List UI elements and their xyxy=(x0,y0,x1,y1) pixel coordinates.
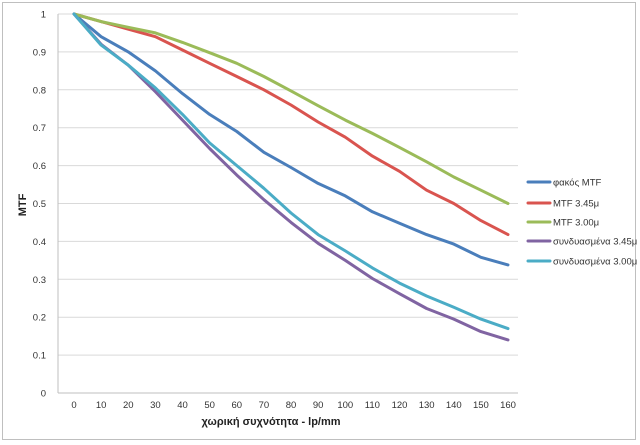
y-tick-label: 0.4 xyxy=(33,237,46,248)
y-tick-label: 1 xyxy=(41,10,46,21)
x-tick-label: 0 xyxy=(71,400,76,411)
x-tick-label: 130 xyxy=(419,400,435,411)
x-tick-label: 120 xyxy=(392,400,408,411)
x-axis-title: χωρική συχνότητα - lp/mm xyxy=(201,416,340,428)
x-tick-label: 150 xyxy=(473,400,489,411)
x-tick-label: 110 xyxy=(365,400,380,411)
series-line-3 xyxy=(72,12,510,342)
x-tick-label: 90 xyxy=(313,400,324,411)
tick-labels: 00.10.20.30.40.50.60.70.80.910 10 20 30 40 50… xyxy=(33,10,516,412)
axes xyxy=(57,14,518,394)
series-lines xyxy=(72,12,510,342)
x-tick-label: 30 xyxy=(150,400,161,411)
y-tick-label: 0.9 xyxy=(33,47,46,58)
series-line-2 xyxy=(72,12,510,205)
x-tick-label: 60 xyxy=(231,400,242,411)
y-tick-label: 0.3 xyxy=(33,275,46,286)
gridlines xyxy=(58,13,518,394)
x-tick-label: 50 xyxy=(204,400,215,411)
series-line-1 xyxy=(72,12,510,237)
x-tick-label: 160 xyxy=(500,400,516,411)
x-tick-label: 80 xyxy=(286,400,297,411)
legend-label: φακός MTF xyxy=(553,178,602,189)
x-tick-label: 140 xyxy=(446,400,462,411)
y-tick-label: 0.6 xyxy=(33,161,46,172)
y-tick-label: 0.5 xyxy=(33,199,46,210)
y-tick-label: 0 xyxy=(41,389,46,400)
legend-label: συνδυασμένα 3.45μ xyxy=(553,237,637,248)
legend: φακός MTF MTF 3.45μ MTF 3.00μ συνδυασμένα 3… xyxy=(526,178,637,268)
series-line-0 xyxy=(72,12,510,267)
x-tick-label: 20 xyxy=(123,400,134,411)
y-tick-label: 0.2 xyxy=(33,313,46,324)
y-tick-label: 0.7 xyxy=(33,123,46,134)
y-axis-title: MTF xyxy=(17,193,29,216)
y-tick-label: 0.8 xyxy=(33,85,46,96)
x-tick-label: 10 xyxy=(96,400,107,411)
x-tick-label: 100 xyxy=(337,400,353,411)
x-tick-label: 40 xyxy=(177,400,188,411)
y-tick-label: 0.1 xyxy=(33,351,46,362)
legend-label: MTF 3.45μ xyxy=(553,199,599,210)
legend-label: MTF 3.00μ xyxy=(553,218,599,229)
legend-label: συνδυασμένα 3.00μ xyxy=(553,257,637,268)
x-tick-label: 70 xyxy=(259,400,270,411)
series-line-4 xyxy=(72,12,510,331)
